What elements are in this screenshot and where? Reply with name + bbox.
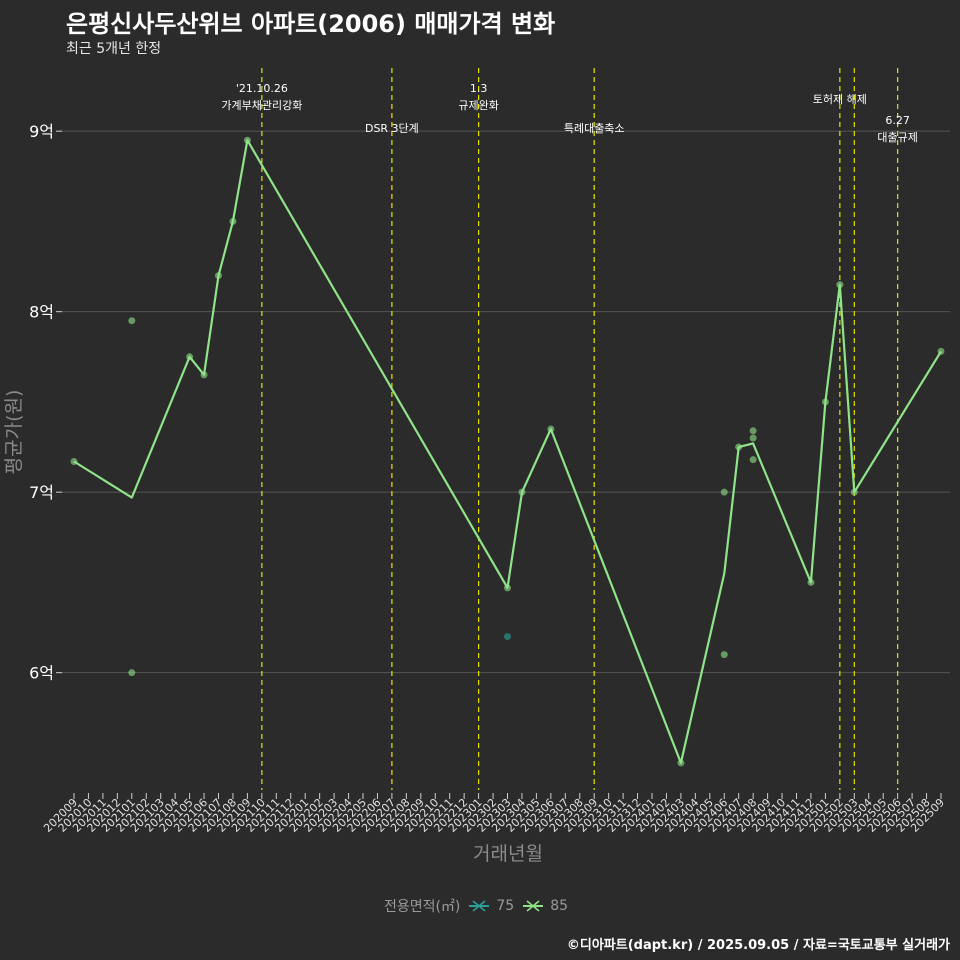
event-label: 특례대출축소 bbox=[564, 122, 625, 135]
data-point-85 bbox=[749, 427, 757, 435]
series-layer bbox=[70, 136, 945, 767]
data-point-85 bbox=[70, 457, 78, 465]
data-point-85 bbox=[128, 317, 136, 325]
event-label: '21.10.26 가계부채관리강화 bbox=[221, 82, 302, 112]
y-tick-label: 9억 bbox=[29, 122, 54, 141]
data-point-85 bbox=[749, 434, 757, 442]
event-label: 토허제 해제 bbox=[813, 92, 867, 106]
data-point-85 bbox=[243, 136, 251, 144]
data-point-85 bbox=[821, 398, 829, 406]
legend-item-85: 85 bbox=[522, 898, 568, 914]
data-point-85 bbox=[720, 488, 728, 496]
data-point-85 bbox=[186, 353, 194, 361]
data-point-85 bbox=[836, 281, 844, 289]
data-point-85 bbox=[850, 488, 858, 496]
legend-label-75: 75 bbox=[496, 898, 515, 914]
data-point-85 bbox=[128, 669, 136, 677]
data-point-85 bbox=[677, 759, 685, 767]
data-point-85 bbox=[749, 456, 757, 464]
data-point-85 bbox=[735, 443, 743, 451]
x-axis-label: 거래년월 bbox=[473, 843, 543, 865]
data-point-85 bbox=[720, 651, 728, 659]
legend-label-85: 85 bbox=[550, 898, 569, 914]
source-caption: ©디아파트(dapt.kr) / 2025.09.05 / 자료=국토교통부 실… bbox=[566, 938, 950, 953]
data-point-75 bbox=[504, 633, 511, 641]
legend-key-85-icon bbox=[523, 900, 544, 912]
legend-title: 전용면적(㎡) bbox=[383, 899, 461, 915]
chart-title: 은평신사두산위브 아파트(2006) 매매가격 변화 bbox=[66, 10, 556, 38]
data-point-85 bbox=[229, 217, 237, 225]
event-label: DSR 3단계 bbox=[365, 122, 419, 135]
x-axis: 2020092020102020112020122021012021022021… bbox=[41, 793, 947, 835]
event-label: 6.27 대출규제 bbox=[877, 114, 917, 144]
data-point-85 bbox=[504, 584, 511, 592]
y-axis: 6억 7억 8억 9억 bbox=[29, 122, 62, 683]
y-tick-label: 6억 bbox=[29, 664, 54, 683]
data-point-85 bbox=[547, 425, 555, 433]
data-point-85 bbox=[215, 272, 222, 280]
y-tick-label: 7억 bbox=[29, 483, 54, 502]
y-tick-label: 8억 bbox=[29, 303, 54, 322]
chart-subtitle: 최근 5개년 한정 bbox=[66, 41, 162, 57]
data-point-85 bbox=[518, 488, 526, 496]
legend-item-75: 75 bbox=[468, 898, 514, 914]
data-point-85 bbox=[807, 578, 815, 586]
legend: 전용면적(㎡) 75 85 bbox=[0, 896, 960, 916]
series-line-85 bbox=[73, 139, 942, 765]
event-label: 1.3 규제완화 bbox=[458, 82, 498, 112]
data-point-85 bbox=[200, 371, 208, 379]
legend-key-75-icon bbox=[469, 900, 490, 912]
grid bbox=[60, 130, 950, 674]
y-axis-label: 평균가(원) bbox=[3, 390, 25, 475]
data-point-85 bbox=[937, 347, 945, 355]
